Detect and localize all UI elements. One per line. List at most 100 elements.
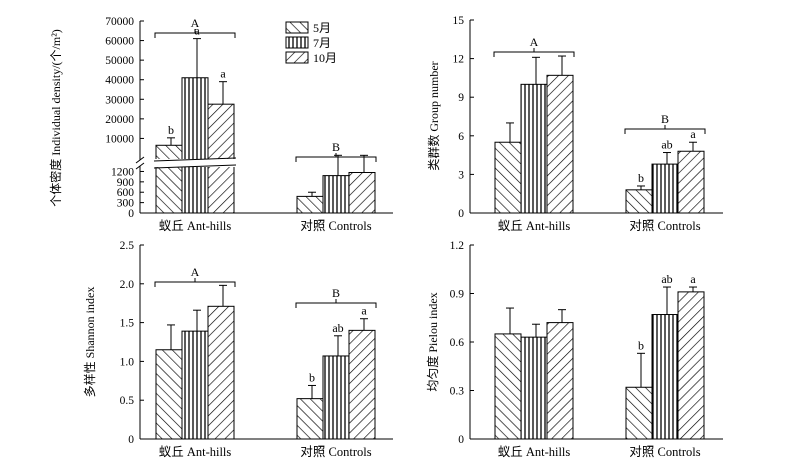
category-label: 蚁丘 Ant-hills	[159, 219, 232, 233]
group-bracket	[154, 278, 236, 287]
bar	[625, 189, 653, 214]
group-bracket	[493, 48, 575, 57]
group-bracket	[295, 153, 377, 162]
y-tick-label: 10000	[105, 133, 134, 145]
bar	[207, 305, 235, 440]
y-tick-label: 0	[128, 208, 134, 220]
y-tick-label: 3	[458, 169, 464, 181]
legend-label: 5月	[313, 21, 331, 35]
category-label: 对照 Controls	[629, 445, 700, 459]
significance-letter: ab	[661, 138, 672, 152]
bar	[520, 336, 548, 440]
y-tick-label: 0.5	[120, 395, 135, 407]
y-tick-label: 12	[453, 54, 465, 66]
axis-break-line	[153, 157, 237, 162]
y-tick-label: 60000	[105, 36, 134, 48]
y-axis-title: 均匀度 Pielou index	[425, 292, 440, 391]
legend-label: 7月	[313, 36, 331, 50]
bar	[651, 314, 679, 440]
axis-break-gap	[154, 159, 236, 167]
significance-letter: a	[361, 304, 367, 318]
legend-label: 10月	[313, 51, 337, 65]
y-tick-label: 9	[458, 92, 464, 104]
significance-letter: a	[220, 67, 226, 81]
bar	[494, 141, 522, 214]
category-label: 对照 Controls	[300, 445, 371, 459]
panel-groups: 0 3 6 9 12 15 b ab a 蚁丘 Ant-hills 对照 Controls A B 类群数…	[426, 15, 723, 233]
y-tick-label: 0	[458, 434, 464, 446]
bar	[155, 349, 183, 440]
group-bracket	[295, 299, 377, 308]
axis-break-slash	[135, 162, 145, 170]
bar	[520, 83, 548, 214]
y-axis-title: 个体密度 Individual density/(个/m²)	[48, 29, 63, 207]
bar	[296, 195, 324, 214]
axis-break-line	[153, 164, 237, 169]
group-bracket	[154, 29, 236, 38]
bar	[546, 74, 574, 214]
legend-swatch	[285, 21, 309, 34]
significance-letter: a	[690, 127, 696, 141]
y-axis-title: 类群数 Group number	[426, 61, 441, 170]
group-letter: B	[661, 112, 669, 126]
bar	[677, 291, 705, 440]
y-tick-label: 2.5	[120, 240, 135, 252]
group-bracket	[624, 125, 706, 134]
axis-break-slash	[135, 156, 145, 164]
category-label: 蚁丘 Ant-hills	[498, 219, 571, 233]
y-tick-label: 600	[117, 187, 135, 199]
significance-letter: a	[194, 24, 200, 38]
y-tick-label: 0.9	[450, 289, 465, 301]
bar	[651, 163, 679, 214]
y-tick-label: 300	[117, 198, 135, 210]
y-tick-label: 70000	[105, 16, 134, 28]
panel-shannon: 0 0.5 1.0 1.5 2.0 2.5 b ab a 蚁丘 Ant-hills 对照 Contr…	[82, 240, 393, 459]
panel-pielou: 0 0.3 0.6 0.9 1.2 b ab a 蚁丘 Ant-hills 对照 Controls…	[425, 240, 723, 459]
y-tick-label: 20000	[105, 114, 134, 126]
significance-letter: ab	[661, 272, 672, 286]
significance-letter: b	[168, 123, 174, 137]
category-label: 蚁丘 Ant-hills	[498, 445, 571, 459]
y-tick-label: 50000	[105, 55, 134, 67]
group-letter: B	[332, 140, 340, 154]
y-tick-label: 40000	[105, 75, 134, 87]
bar	[677, 150, 705, 214]
bar	[348, 329, 376, 440]
bar	[494, 333, 522, 440]
y-tick-label: 1.0	[120, 356, 135, 368]
bar	[155, 144, 183, 214]
y-axis-title: 多样性 Shannon index	[82, 287, 97, 398]
significance-letter: b	[638, 171, 644, 185]
bar	[296, 398, 324, 440]
y-tick-label: 0	[458, 208, 464, 220]
y-tick-label: 6	[458, 131, 464, 143]
group-letter: B	[332, 286, 340, 300]
legend-swatch	[285, 51, 309, 64]
significance-letter: a	[690, 272, 696, 286]
group-letter: A	[191, 16, 200, 30]
category-label: 对照 Controls	[300, 219, 371, 233]
y-tick-label: 0.6	[450, 337, 465, 349]
y-tick-label: 1.2	[450, 240, 465, 252]
significance-letter: ab	[332, 321, 343, 335]
bar	[181, 77, 209, 214]
y-tick-label: 15	[453, 15, 465, 27]
bar	[322, 175, 350, 214]
bar	[625, 386, 653, 440]
bar	[181, 330, 209, 440]
category-label: 蚁丘 Ant-hills	[159, 445, 232, 459]
category-label: 对照 Controls	[629, 219, 700, 233]
legend-swatch	[285, 36, 309, 49]
group-letter: A	[530, 35, 539, 49]
bar	[348, 172, 376, 214]
bar	[546, 322, 574, 440]
y-tick-label: 900	[117, 177, 135, 189]
significance-letter: b	[309, 370, 315, 384]
y-tick-label: 0.3	[450, 386, 465, 398]
y-tick-label: 1200	[111, 166, 134, 178]
y-tick-label: 1.5	[120, 318, 135, 330]
y-tick-label: 2.0	[120, 279, 135, 291]
y-tick-label: 30000	[105, 94, 134, 106]
